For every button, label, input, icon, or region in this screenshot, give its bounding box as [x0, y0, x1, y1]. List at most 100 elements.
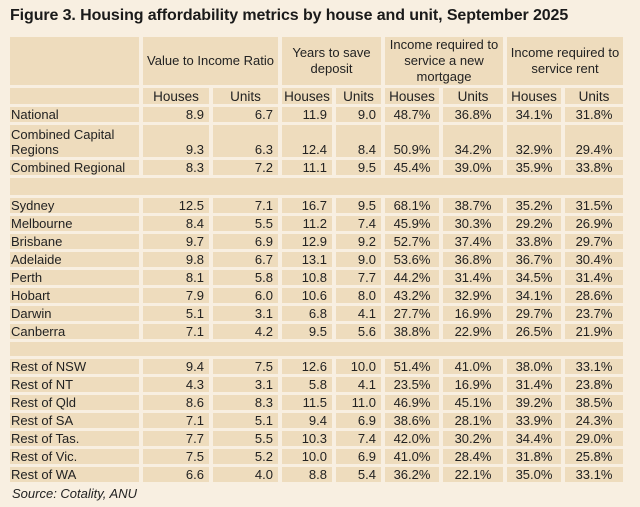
table-cell: 9.5 — [336, 160, 381, 175]
table-cell: 11.0 — [336, 395, 381, 410]
table-cell: 7.1 — [143, 324, 209, 339]
row-label: Rest of SA — [10, 413, 139, 428]
table-cell: 9.0 — [336, 252, 381, 267]
table-cell: 5.1 — [213, 413, 278, 428]
table-cell: 34.1% — [507, 107, 561, 122]
table-cell: 7.5 — [213, 359, 278, 374]
table-cell: 11.9 — [282, 107, 332, 122]
table-cell: 28.4% — [443, 449, 503, 464]
table-cell: 6.9 — [213, 234, 278, 249]
table-cell: 9.3 — [143, 125, 209, 157]
table-cell: 50.9% — [385, 125, 439, 157]
table-cell: 34.5% — [507, 270, 561, 285]
table-cell: 7.7 — [336, 270, 381, 285]
row-label: Rest of Vic. — [10, 449, 139, 464]
table-cell: 6.7 — [213, 107, 278, 122]
table-cell: 12.9 — [282, 234, 332, 249]
row-label: Rest of Qld — [10, 395, 139, 410]
table-cell: 10.8 — [282, 270, 332, 285]
table-cell: 12.5 — [143, 198, 209, 213]
table-cell: 35.9% — [507, 160, 561, 175]
table-cell: 7.1 — [143, 413, 209, 428]
table-cell: 33.1% — [565, 359, 623, 374]
table-cell: 30.2% — [443, 431, 503, 446]
table-cell: 28.6% — [565, 288, 623, 303]
table-cell: 34.1% — [507, 288, 561, 303]
table-cell: 29.2% — [507, 216, 561, 231]
column-group-header: Value to Income Ratio — [143, 37, 278, 85]
table-cell: 6.0 — [213, 288, 278, 303]
table-cell: 8.3 — [213, 395, 278, 410]
table-cell: 5.1 — [143, 306, 209, 321]
table-cell: 7.9 — [143, 288, 209, 303]
table-cell: 8.3 — [143, 160, 209, 175]
table-cell: 5.5 — [213, 216, 278, 231]
table-cell: 23.7% — [565, 306, 623, 321]
table-cell: 29.7% — [565, 234, 623, 249]
table-cell: 6.3 — [213, 125, 278, 157]
table-cell: 9.8 — [143, 252, 209, 267]
table-cell: 32.9% — [443, 288, 503, 303]
column-subheader: Units — [213, 88, 278, 104]
table-cell: 3.1 — [213, 306, 278, 321]
table-cell: 22.1% — [443, 467, 503, 482]
table-cell: 10.6 — [282, 288, 332, 303]
table-cell: 26.9% — [565, 216, 623, 231]
table-cell: 45.1% — [443, 395, 503, 410]
table-cell: 13.1 — [282, 252, 332, 267]
table-cell: 46.9% — [385, 395, 439, 410]
table-cell: 9.2 — [336, 234, 381, 249]
subheader-corner — [10, 88, 139, 104]
table-cell: 4.2 — [213, 324, 278, 339]
column-subheader: Units — [336, 88, 381, 104]
table-cell: 6.9 — [336, 413, 381, 428]
table-cell: 11.2 — [282, 216, 332, 231]
row-label: Perth — [10, 270, 139, 285]
table-cell: 9.4 — [143, 359, 209, 374]
row-label: Canberra — [10, 324, 139, 339]
table-cell: 36.8% — [443, 252, 503, 267]
table-cell: 34.4% — [507, 431, 561, 446]
table-cell: 8.6 — [143, 395, 209, 410]
table-cell: 32.9% — [507, 125, 561, 157]
table-cell: 26.5% — [507, 324, 561, 339]
table-cell: 5.4 — [336, 467, 381, 482]
table-cell: 4.1 — [336, 377, 381, 392]
table-cell: 6.9 — [336, 449, 381, 464]
table-cell: 42.0% — [385, 431, 439, 446]
table-cell: 8.1 — [143, 270, 209, 285]
table-cell: 12.6 — [282, 359, 332, 374]
table-cell: 8.0 — [336, 288, 381, 303]
table-cell: 16.7 — [282, 198, 332, 213]
table-cell: 28.1% — [443, 413, 503, 428]
row-label: Combined Regional — [10, 160, 139, 175]
row-label: Brisbane — [10, 234, 139, 249]
row-label: Hobart — [10, 288, 139, 303]
table-cell: 37.4% — [443, 234, 503, 249]
header-corner — [10, 37, 139, 85]
table-cell: 25.8% — [565, 449, 623, 464]
column-group-header: Income required to service rent — [507, 37, 623, 85]
column-subheader: Houses — [143, 88, 209, 104]
table-cell: 5.5 — [213, 431, 278, 446]
row-label: Combined Capital Regions — [10, 125, 139, 157]
table-cell: 35.0% — [507, 467, 561, 482]
table-cell: 48.7% — [385, 107, 439, 122]
table-cell: 5.8 — [213, 270, 278, 285]
section-divider — [10, 342, 623, 356]
figure-title: Figure 3. Housing affordability metrics … — [10, 7, 569, 24]
table-cell: 7.5 — [143, 449, 209, 464]
table-cell: 4.3 — [143, 377, 209, 392]
column-subheader: Houses — [385, 88, 439, 104]
table-cell: 33.1% — [565, 467, 623, 482]
column-group-header: Income required to service a new mortgag… — [385, 37, 503, 85]
table-cell: 8.4 — [336, 125, 381, 157]
table-cell: 31.8% — [565, 107, 623, 122]
table-cell: 23.5% — [385, 377, 439, 392]
table-cell: 41.0% — [385, 449, 439, 464]
table-cell: 6.6 — [143, 467, 209, 482]
table-cell: 53.6% — [385, 252, 439, 267]
table-cell: 30.4% — [565, 252, 623, 267]
table-cell: 22.9% — [443, 324, 503, 339]
table-cell: 6.7 — [213, 252, 278, 267]
